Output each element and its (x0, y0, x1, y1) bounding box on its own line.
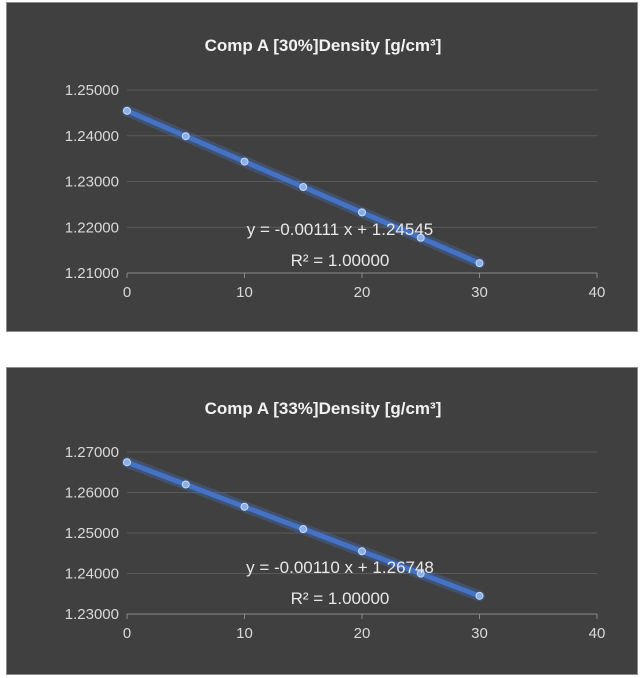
y-tick-label: 1.26000 (65, 485, 119, 502)
data-point (181, 132, 190, 141)
data-point (358, 208, 366, 217)
data-point (358, 547, 366, 556)
y-tick-label: 1.25000 (65, 525, 119, 542)
y-tick-label: 1.25000 (65, 82, 119, 99)
x-tick-label: 40 (589, 625, 606, 642)
x-tick-label: 20 (354, 284, 371, 301)
y-tick-label: 1.27000 (65, 444, 119, 461)
data-point (475, 591, 484, 600)
trendline-equation: y = -0.00111 x + 1.24545 (247, 220, 434, 239)
x-tick-label: 10 (236, 625, 253, 642)
trendline-equation: y = -0.00110 x + 1.26748 (246, 558, 434, 577)
y-tick-label: 1.22000 (65, 219, 119, 236)
trendline-r2: R² = 1.00000 (291, 251, 390, 270)
chart-svg-33: Comp A [33%]Density [g/cm³] 1.23000 1.2400… (65, 399, 606, 642)
trendline-r2: R² = 1.00000 (291, 589, 390, 608)
x-tick-label: 20 (354, 625, 371, 642)
data-point (240, 157, 249, 166)
y-tick-label: 1.23000 (65, 174, 119, 191)
chart-panel-30: Comp A [30%]Density [g/cm³] 1.21000 1.2200… (6, 2, 638, 332)
chart-svg-30: Comp A [30%]Density [g/cm³] 1.21000 1.2200… (65, 36, 606, 301)
data-point (123, 458, 131, 467)
chart-title: Comp A [30%]Density [g/cm³] (205, 36, 442, 55)
y-tick-label: 1.24000 (65, 566, 119, 583)
y-tick-label: 1.21000 (65, 265, 119, 282)
data-point (181, 480, 190, 489)
chart-title: Comp A [33%]Density [g/cm³] (205, 399, 442, 418)
x-tick-label: 0 (123, 625, 131, 642)
x-tick-label: 30 (471, 284, 488, 301)
x-tick-label: 10 (236, 284, 253, 301)
chart-panel-33: Comp A [33%]Density [g/cm³] 1.23000 1.2400… (6, 367, 638, 675)
x-tick-label: 30 (471, 625, 488, 642)
data-point (475, 259, 484, 268)
data-point (416, 233, 425, 242)
y-tick-label: 1.23000 (65, 606, 119, 623)
data-point (240, 502, 249, 511)
x-tick-label: 40 (589, 284, 606, 301)
y-tick-label: 1.24000 (65, 128, 119, 145)
data-point (299, 182, 308, 191)
data-point (416, 569, 425, 578)
x-tick-label: 0 (123, 284, 131, 301)
data-point (299, 525, 308, 534)
data-point (123, 106, 131, 115)
